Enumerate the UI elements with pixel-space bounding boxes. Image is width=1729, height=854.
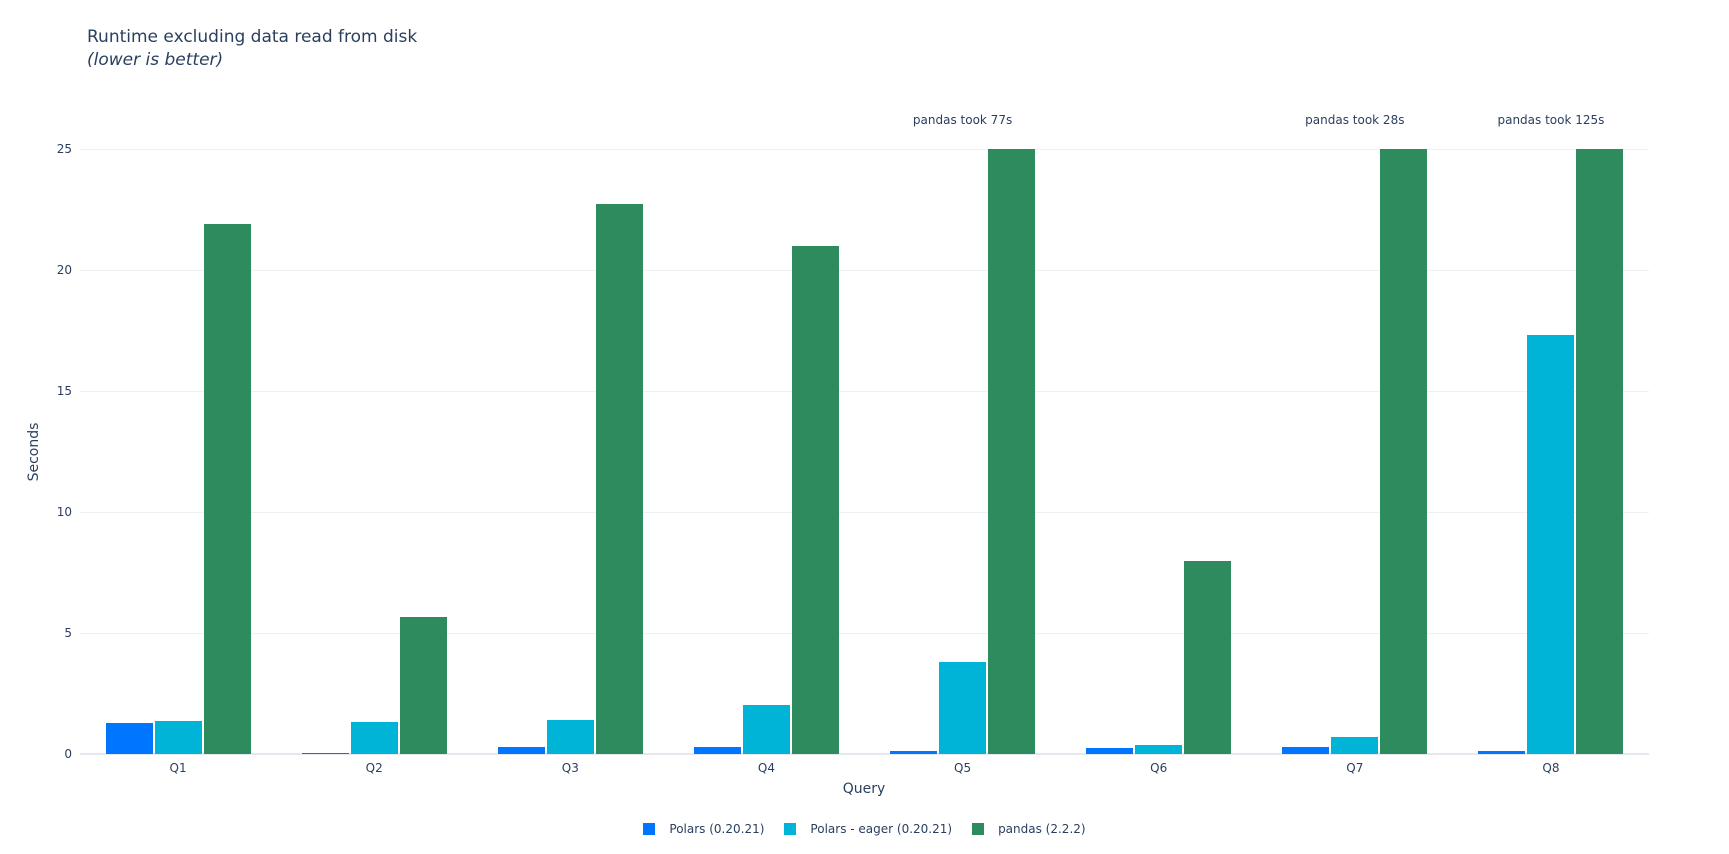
bar-q2-series-2[interactable] xyxy=(399,617,447,754)
legend-item[interactable]: Polars (0.20.21) xyxy=(643,822,764,836)
y-tick-label: 20 xyxy=(56,263,72,277)
bar-q3-series-0[interactable] xyxy=(497,746,545,754)
legend-swatch-icon xyxy=(784,823,797,835)
gridline xyxy=(80,149,1649,150)
gridline xyxy=(80,270,1649,271)
x-tick-label: Q6 xyxy=(1150,761,1168,775)
y-tick-label: 25 xyxy=(56,142,72,156)
bar-q5-series-1[interactable] xyxy=(939,662,987,754)
bar-q8-series-1[interactable] xyxy=(1527,335,1575,754)
y-tick-label: 10 xyxy=(56,505,72,519)
annotation-q7: pandas took 28s xyxy=(1305,113,1405,127)
bar-q6-series-1[interactable] xyxy=(1135,745,1183,754)
bar-q3-series-1[interactable] xyxy=(546,719,594,754)
bar-q7-series-2[interactable] xyxy=(1380,149,1428,754)
y-tick-label: 5 xyxy=(64,626,72,640)
bar-q1-series-0[interactable] xyxy=(105,723,153,754)
legend-label: Polars - eager (0.20.21) xyxy=(810,822,953,836)
x-axis-baseline xyxy=(80,753,1649,755)
bar-q2-series-1[interactable] xyxy=(350,722,398,754)
annotation-q8: pandas took 125s xyxy=(1497,113,1605,127)
x-tick-label: Q2 xyxy=(365,761,383,775)
y-axis-label: Seconds xyxy=(26,422,42,482)
legend-label: Polars (0.20.21) xyxy=(669,822,765,836)
bar-q4-series-1[interactable] xyxy=(742,705,790,754)
gridline xyxy=(80,512,1649,513)
gridline xyxy=(80,633,1649,634)
y-tick-label: 15 xyxy=(56,384,72,398)
plot-area: 0 5 10 15 20 25 Q1 Q2 Q3 Q4 Q5 Q6 Q7 Q8 pandas took 77… xyxy=(57,113,1649,775)
bar-q2-series-0[interactable] xyxy=(301,752,349,754)
legend-item[interactable]: Polars - eager (0.20.21) xyxy=(784,822,952,836)
legend-label: pandas (2.2.2) xyxy=(998,822,1086,836)
x-tick-label: Q4 xyxy=(757,761,775,775)
legend: Polars (0.20.21) Polars - eager (0.20.21)… xyxy=(0,822,1729,836)
bar-q7-series-1[interactable] xyxy=(1331,736,1379,754)
bar-q6-series-0[interactable] xyxy=(1086,748,1134,754)
bar-q1-series-1[interactable] xyxy=(154,721,202,754)
bar-q8-series-2[interactable] xyxy=(1576,149,1624,754)
chart-subtitle: (lower is better) xyxy=(87,50,224,70)
y-tick-label: 0 xyxy=(64,747,72,761)
bar-q5-series-0[interactable] xyxy=(890,751,938,754)
chart-title-main: Runtime excluding data read from disk xyxy=(87,27,418,47)
gridline xyxy=(80,391,1649,392)
legend-item[interactable]: pandas (2.2.2) xyxy=(972,822,1086,836)
x-tick-label: Q5 xyxy=(954,761,972,775)
bar-q5-series-2[interactable] xyxy=(988,149,1036,754)
bar-q3-series-2[interactable] xyxy=(595,203,643,754)
x-tick-label: Q7 xyxy=(1346,761,1364,775)
x-tick-label: Q1 xyxy=(169,761,187,775)
annotation-q5: pandas took 77s xyxy=(912,113,1013,127)
legend-swatch-icon xyxy=(643,823,656,835)
legend-swatch-icon xyxy=(972,823,985,835)
bar-q6-series-2[interactable] xyxy=(1184,561,1232,754)
bar-q4-series-0[interactable] xyxy=(693,746,741,754)
x-axis-label: Query xyxy=(842,781,886,797)
bar-q7-series-0[interactable] xyxy=(1282,746,1330,754)
x-tick-label: Q8 xyxy=(1542,761,1560,775)
bar-q4-series-2[interactable] xyxy=(791,245,839,754)
x-tick-label: Q3 xyxy=(561,761,579,775)
bar-q8-series-0[interactable] xyxy=(1478,751,1526,754)
chart-title: Runtime excluding data read from disk (l… xyxy=(87,26,417,72)
bar-q1-series-2[interactable] xyxy=(203,224,251,754)
